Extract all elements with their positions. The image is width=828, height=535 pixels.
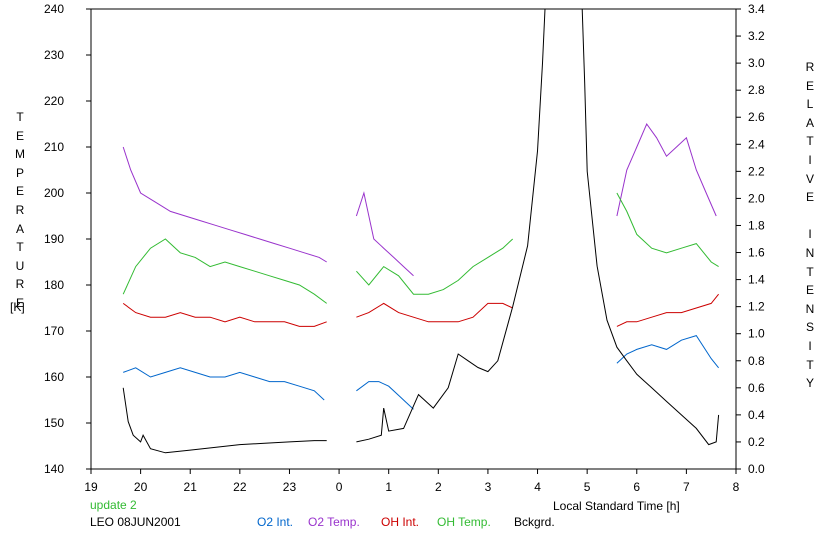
- plot-frame: [90, 8, 737, 470]
- y-right-tick-label: 1.2: [748, 300, 765, 314]
- series-line-4: [122, 387, 327, 454]
- y-right-tick-label: 2.4: [748, 137, 765, 151]
- series-line-2: [356, 302, 513, 323]
- x-axis-label: Local Standard Time [h]: [553, 499, 680, 513]
- legend-o2-temp: O2 Temp.: [308, 515, 360, 529]
- y-left-tick-label: 170: [44, 324, 64, 338]
- station-date-label: LEO 08JUN2001: [90, 515, 181, 529]
- y-right-tick-label: 3.4: [748, 2, 765, 16]
- x-tick-label: 5: [584, 480, 591, 494]
- series-line-0: [356, 381, 414, 410]
- legend-oh-int: OH Int.: [381, 515, 420, 529]
- series-line-1: [355, 191, 414, 277]
- y-right-tick-label: 0.6: [748, 381, 765, 395]
- series-line-4: [581, 8, 720, 446]
- y-right-tick-label: 3.0: [748, 56, 765, 70]
- right-axis-title: R E L A T I V E I N T E N S I T Y: [805, 60, 815, 391]
- legend-o2-int: O2 Int.: [257, 515, 294, 529]
- y-right-tick-label: 2.6: [748, 110, 765, 124]
- series-line-1: [122, 146, 327, 263]
- y-right-tick-label: 1.4: [748, 273, 765, 287]
- y-right-tick-label: 2.2: [748, 164, 765, 178]
- x-tick-label: 22: [233, 480, 247, 494]
- series-line-3: [616, 192, 719, 268]
- series-line-4: [356, 8, 546, 443]
- left-axis-title: T E M P E R A T U R E: [15, 110, 25, 310]
- x-tick-label: 21: [184, 480, 198, 494]
- left-axis-unit: [K]: [10, 300, 25, 314]
- x-tick-label: 0: [336, 480, 343, 494]
- y-left-tick-label: 210: [44, 140, 64, 154]
- x-tick-label: 1: [385, 480, 392, 494]
- series-line-2: [122, 302, 327, 327]
- x-tick-label: 7: [683, 480, 690, 494]
- series-line-3: [356, 238, 514, 295]
- legend-oh-temp: OH Temp.: [437, 515, 491, 529]
- y-right-tick-label: 2.8: [748, 83, 765, 97]
- y-right-tick-label: 0.8: [748, 354, 765, 368]
- y-left-tick-label: 230: [44, 48, 64, 62]
- y-left-tick-label: 220: [44, 94, 64, 108]
- axis-ticks: 19 20 21 22 23 0 1 2 3 4 5 6 7 8140150160170180190200…: [44, 2, 765, 494]
- x-tick-label: 23: [283, 480, 297, 494]
- y-right-tick-label: 3.2: [748, 29, 765, 43]
- y-right-tick-label: 1.0: [748, 327, 765, 341]
- legend-bckgrd: Bckgrd.: [514, 515, 555, 529]
- series-line-0: [616, 335, 719, 369]
- y-right-tick-label: 0.0: [748, 462, 765, 476]
- series-line-2: [616, 293, 719, 327]
- x-tick-label: 8: [733, 480, 740, 494]
- y-left-tick-label: 200: [44, 186, 64, 200]
- y-left-tick-label: 180: [44, 278, 64, 292]
- x-tick-label: 4: [534, 480, 541, 494]
- x-tick-label: 19: [84, 480, 98, 494]
- y-left-tick-label: 190: [44, 232, 64, 246]
- y-left-tick-label: 160: [44, 370, 64, 384]
- y-left-tick-label: 140: [44, 462, 64, 476]
- x-tick-label: 6: [633, 480, 640, 494]
- series-line-0: [123, 367, 325, 401]
- series-line-3: [122, 238, 327, 304]
- y-right-tick-label: 0.4: [748, 408, 765, 422]
- y-right-tick-label: 1.8: [748, 218, 765, 232]
- x-tick-label: 2: [435, 480, 442, 494]
- y-left-tick-label: 150: [44, 416, 64, 430]
- series-layer: [122, 8, 720, 454]
- x-tick-label: 20: [134, 480, 148, 494]
- x-tick-label: 3: [485, 480, 492, 494]
- y-right-tick-label: 1.6: [748, 246, 765, 260]
- y-right-tick-label: 2.0: [748, 191, 765, 205]
- series-line-1: [616, 122, 717, 217]
- update-note: update 2: [90, 498, 137, 512]
- y-left-tick-label: 240: [44, 2, 64, 16]
- y-right-tick-label: 0.2: [748, 435, 765, 449]
